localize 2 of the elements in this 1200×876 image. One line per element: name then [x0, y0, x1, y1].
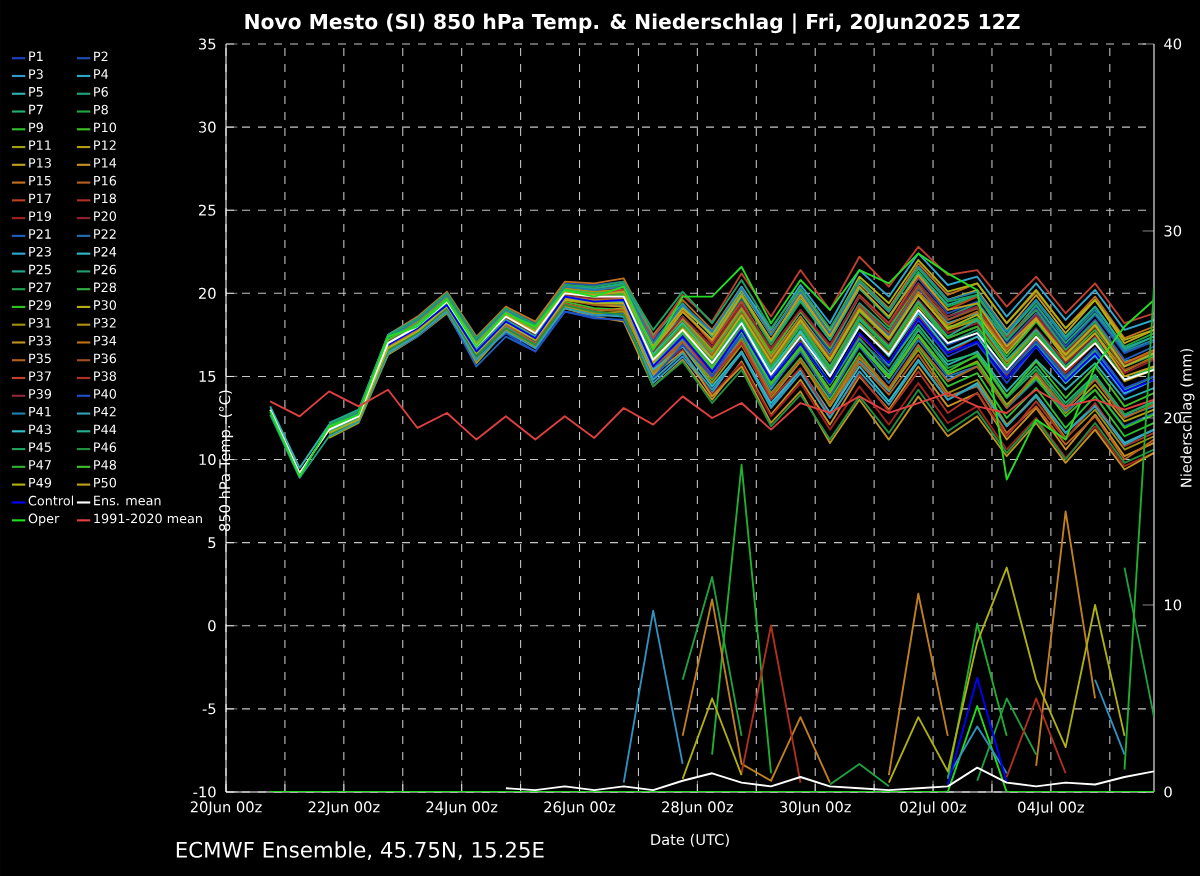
- text: ECMWF Ensemble, 45.75N, 15.25E: [176, 841, 544, 860]
- chart-title: Novo Mesto (SI) 850 hPa Temp. & Niederschlag | Fri, 20Jun2025 12Z: [245, 13, 1020, 34]
